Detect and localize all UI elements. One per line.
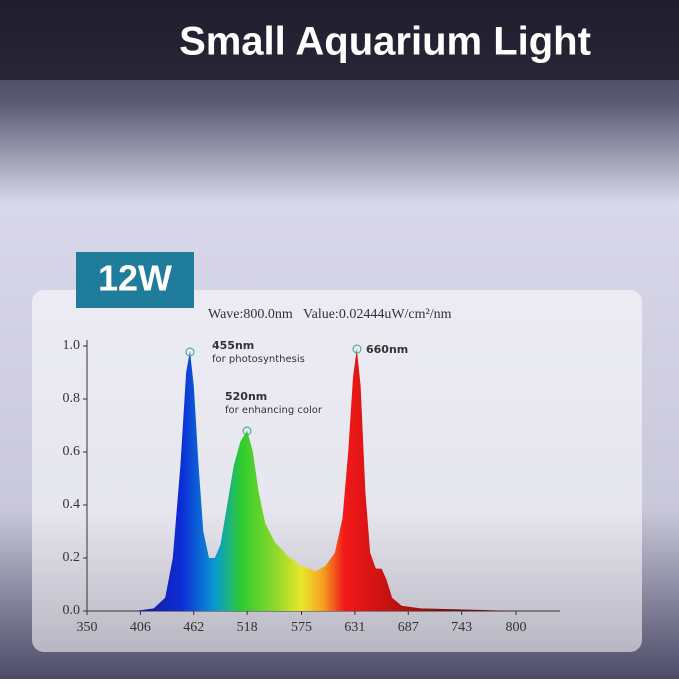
readout: Wave:800.0nm Value:0.02444uW/cm²/nm — [208, 307, 452, 322]
y-tick-label: 0.8 — [63, 391, 81, 406]
x-tick-label: 743 — [451, 620, 472, 635]
x-tick-label: 406 — [130, 620, 151, 635]
peak-marker — [242, 426, 252, 436]
annotation-note: for photosynthesis — [212, 354, 305, 365]
x-tick-label: 631 — [344, 620, 365, 635]
x-tick-label: 575 — [291, 620, 312, 635]
annotation-label: 520nm — [225, 390, 267, 403]
annotation-label: 660nm — [366, 343, 408, 356]
badge — [76, 252, 194, 308]
annotation-label: 455nm — [212, 339, 254, 352]
x-tick-label: 462 — [183, 620, 204, 635]
y-tick-label: 0.4 — [63, 497, 81, 512]
spectrum-area — [134, 348, 516, 611]
x-tick-label: 518 — [237, 620, 258, 635]
light-fixture — [0, 0, 679, 80]
y-tick-label: 0.0 — [63, 603, 81, 618]
annotation-note: for enhancing color — [225, 405, 323, 416]
title: Small Aquarium Light — [179, 20, 591, 64]
x-tick-label: 350 — [77, 620, 98, 635]
x-tick-label: 800 — [506, 620, 527, 635]
x-tick-label: 687 — [398, 620, 419, 635]
y-tick-label: 0.6 — [63, 444, 81, 459]
peak-marker — [185, 347, 195, 357]
y-tick-label: 1.0 — [63, 338, 81, 353]
peak-marker — [352, 344, 362, 354]
badge-text: 12W — [98, 258, 172, 299]
y-tick-label: 0.2 — [63, 550, 81, 565]
